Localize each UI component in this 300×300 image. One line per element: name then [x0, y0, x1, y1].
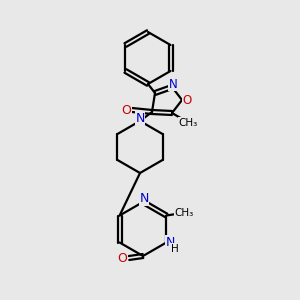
- Text: CH₃: CH₃: [175, 208, 194, 218]
- Text: N: N: [139, 193, 149, 206]
- Text: H: H: [170, 244, 178, 254]
- Text: N: N: [166, 236, 175, 249]
- Text: O: O: [117, 251, 127, 265]
- Text: O: O: [121, 103, 131, 116]
- Text: N: N: [169, 77, 177, 91]
- Text: N: N: [135, 112, 145, 124]
- Text: O: O: [182, 94, 192, 106]
- Text: CH₃: CH₃: [178, 118, 198, 128]
